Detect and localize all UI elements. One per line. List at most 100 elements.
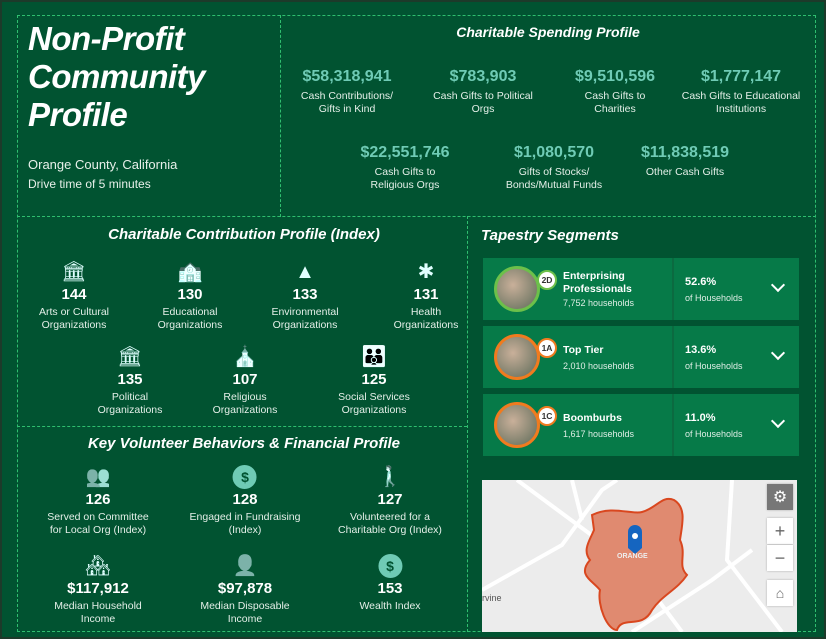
segment-percent-label: of Households [685, 429, 743, 439]
spending-label: Cash Gifts to [584, 90, 646, 102]
segment-photo [494, 402, 540, 448]
contribution-item: ⛪ 107 Religious Organizations [213, 343, 278, 417]
spending-value: $11,838,519 [640, 144, 730, 161]
drive-time-area [583, 497, 689, 632]
contribution-label: Organizations [272, 319, 338, 331]
contribution-item: ▲ 133 Environmental Organizations [271, 258, 338, 332]
segment-percent-label: of Households [685, 361, 743, 371]
contribution-item: 🏛 144 Arts or Cultural Organizations [39, 258, 109, 332]
segment-percent: 11.0% [685, 412, 716, 424]
volunteer-label: Volunteered for a [350, 511, 430, 523]
volunteer-item: $ 153 Wealth Index [359, 552, 421, 613]
segment-code-badge: 1A [537, 338, 557, 358]
volunteer-item: $ 128 Engaged in Fundraising (Index) [189, 463, 301, 537]
person-mowing-icon: 🚶 [377, 466, 403, 488]
volunteer-label: (Index) [228, 524, 262, 536]
medical-star-icon: ✱ [417, 261, 435, 283]
contribution-item: 🏛 135 Political Organizations [98, 343, 163, 417]
volunteer-value: $117,912 [67, 580, 129, 597]
tree-icon: ▲ [295, 261, 315, 283]
spending-value: $9,510,596 [574, 68, 656, 85]
tapestry-segment-card[interactable]: 1C Boomburbs 1,617 households 11.0% of H… [483, 394, 799, 456]
outer-border [17, 15, 816, 632]
chevron-down-icon[interactable] [770, 413, 786, 429]
contribution-value: 107 [232, 371, 258, 388]
volunteer-item: 🏘 $117,912 Median Household Income [54, 552, 142, 626]
contribution-label: Health [410, 306, 442, 318]
drive-time: Drive time of 5 minutes [28, 177, 151, 191]
volunteer-label: Charitable Org (Index) [338, 524, 442, 536]
page-title: Non-Profit Community Profile [28, 20, 206, 134]
volunteer-value: 127 [377, 491, 403, 508]
zoom-out-button[interactable]: − [767, 545, 793, 571]
segment-code-badge: 2D [537, 270, 557, 290]
spending-label: Cash Gifts to Political [433, 90, 533, 102]
map-canvas [482, 480, 784, 632]
spending-item: $783,903 Cash Gifts to Political Orgs [433, 68, 533, 116]
zoom-in-button[interactable]: + [767, 518, 793, 544]
volunteer-item: 👥 126 Served on Committee for Local Org … [47, 463, 149, 537]
contribution-label: Organizations [41, 319, 107, 331]
divider [17, 426, 467, 427]
volunteer-value: $97,878 [217, 580, 273, 597]
contribution-title: Charitable Contribution Profile (Index) [108, 226, 380, 243]
title-line: Community [28, 58, 206, 95]
contribution-value: 133 [292, 286, 318, 303]
contribution-label: Organizations [341, 404, 407, 416]
spending-label: Cash Contributions/ [300, 90, 394, 102]
map[interactable]: ORANGE rvine ⚙ + − ⌂ [482, 480, 797, 632]
divider [17, 216, 816, 217]
contribution-label: Religious [223, 391, 267, 403]
segment-households: 7,752 households [563, 298, 635, 308]
segment-photo [494, 266, 540, 312]
spending-item: $9,510,596 Cash Gifts to Charities [575, 68, 655, 116]
volunteer-label: Served on Committee [47, 511, 149, 523]
volunteer-value: 128 [232, 491, 258, 508]
tapestry-segment-card[interactable]: 2D Enterprising Professionals 7,752 house… [483, 258, 799, 320]
contribution-label: Organizations [212, 404, 278, 416]
segment-percent: 13.6% [685, 344, 717, 356]
settings-gear-icon[interactable]: ⚙ [767, 484, 793, 510]
spending-item: $22,551,746 Cash Gifts to Religious Orgs [361, 144, 450, 192]
volunteer-title: Key Volunteer Behaviors & Financial Prof… [87, 435, 401, 452]
segment-photo [494, 334, 540, 380]
volunteer-label: Engaged in Fundraising [189, 511, 301, 523]
place-label: ORANGE [617, 553, 648, 560]
museum-icon: 🏛 [61, 261, 87, 283]
volunteer-label: Wealth Index [359, 600, 421, 612]
contribution-value: 135 [117, 371, 143, 388]
tapestry-segment-card[interactable]: 1A Top Tier 2,010 households 13.6% of Ho… [483, 326, 799, 388]
segment-code-badge: 1C [537, 406, 557, 426]
spending-value: $1,080,570 [513, 144, 595, 161]
spending-value: $1,777,147 [700, 68, 782, 85]
contribution-label: Organizations [97, 404, 163, 416]
spending-item: $1,080,570 Gifts of Stocks/ Bonds/Mutual… [506, 144, 602, 192]
home-icon[interactable]: ⌂ [767, 580, 793, 606]
spending-value: $22,551,746 [360, 144, 450, 161]
contribution-label: Environmental [271, 306, 339, 318]
segment-households: 2,010 households [563, 361, 635, 371]
volunteer-label: Income [227, 613, 263, 625]
dollar-coin-icon: $ [190, 463, 301, 489]
city-label: rvine [482, 593, 502, 603]
chevron-down-icon[interactable] [770, 277, 786, 293]
chevron-down-icon[interactable] [770, 345, 786, 361]
segment-households: 1,617 households [563, 429, 635, 439]
spending-label: Institutions [715, 103, 767, 115]
spending-label: Charities [594, 103, 636, 115]
segment-name: Boomburbs [563, 412, 622, 424]
school-icon: 🏫 [177, 261, 203, 283]
spending-item: $58,318,941 Cash Contributions/ Gifts in… [301, 68, 393, 116]
contribution-item: ✱ 131 Health Organizations [394, 258, 459, 332]
divider [467, 216, 468, 632]
contribution-label: Arts or Cultural [38, 306, 110, 318]
contribution-value: 131 [413, 286, 439, 303]
contribution-item: 🏫 130 Educational Organizations [158, 258, 223, 332]
contribution-item: 👪 125 Social Services Organizations [338, 343, 410, 417]
title-line: Profile [28, 96, 128, 133]
spending-item: $1,777,147 Cash Gifts to Educational Ins… [682, 68, 800, 116]
dollar-coin-icon: $ [359, 552, 420, 578]
spending-value: $783,903 [449, 68, 517, 85]
spending-title: Charitable Spending Profile [456, 24, 640, 40]
spending-label: Orgs [471, 103, 495, 115]
